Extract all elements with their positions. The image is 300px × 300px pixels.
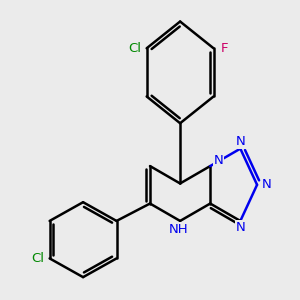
Text: N: N <box>236 136 245 148</box>
Text: N: N <box>262 178 271 191</box>
Text: F: F <box>220 42 228 55</box>
Text: Cl: Cl <box>31 252 44 265</box>
Text: N: N <box>236 221 245 234</box>
Text: N: N <box>214 154 224 167</box>
Text: NH: NH <box>169 223 189 236</box>
Text: Cl: Cl <box>128 42 141 55</box>
